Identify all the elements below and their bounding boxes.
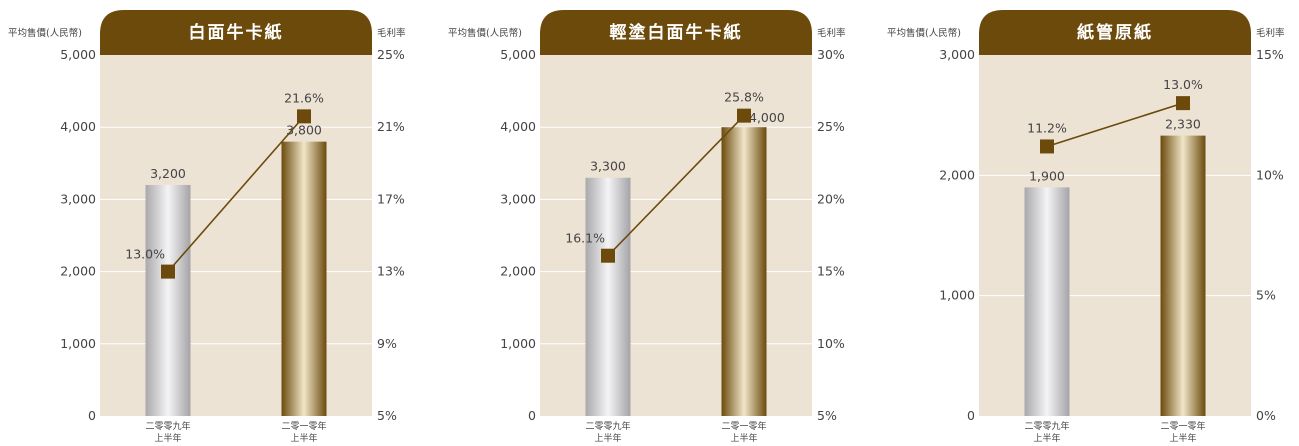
left-tick-label: 1,000 (500, 336, 536, 351)
bar-value-label: 1,900 (1029, 168, 1065, 183)
chart-title: 紙管原紙 (1077, 22, 1153, 43)
right-tick-label: 21% (377, 119, 405, 134)
bar (585, 177, 631, 416)
right-tick-label: 10% (817, 336, 845, 351)
line-value-label: 13.0% (1163, 77, 1203, 92)
bar (281, 141, 327, 416)
category-label: 二零一零年 (281, 420, 326, 432)
chart-header (979, 10, 1251, 55)
bar-value-label: 3,200 (150, 166, 186, 181)
left-tick-label: 5,000 (500, 47, 536, 62)
line-marker (161, 264, 175, 279)
left-tick-label: 0 (88, 408, 96, 423)
category-label: 二零一零年 (721, 420, 766, 432)
left-tick-label: 3,000 (60, 191, 96, 206)
chart-svg: 紙管原紙 0 1,000 2,000 3,000 0% 5% 10% 15% 平均售價(人民幣) 毛… (887, 10, 1285, 444)
right-tick-label: 5% (1256, 288, 1276, 303)
line-value-label: 13.0% (125, 247, 165, 262)
left-tick-label: 1,000 (939, 288, 975, 303)
chart-svg: 白面牛卡紙 0 1,000 2,000 3,000 4,000 5,000 5% 9% 13% 17… (8, 10, 406, 444)
category-label: 上半年 (730, 432, 757, 444)
bar (145, 184, 191, 416)
chart-panel-1: 白面牛卡紙 0 1,000 2,000 3,000 4,000 5,000 5% 9% 13% 17… (0, 0, 420, 446)
line-value-label: 25.8% (724, 90, 764, 105)
line-value-label: 11.2% (1027, 120, 1067, 135)
category-label: 上半年 (1169, 432, 1196, 444)
category-label: 上半年 (594, 432, 621, 444)
category-label: 上半年 (290, 432, 317, 444)
right-tick-label: 10% (1256, 167, 1284, 182)
left-tick-label: 4,000 (60, 119, 96, 134)
chart-panel-2: 輕塗白面牛卡紙 0 1,000 2,000 3,000 4,000 5,000 5% 10% 15… (440, 0, 860, 446)
chart-title: 白面牛卡紙 (189, 22, 284, 43)
chart-title: 輕塗白面牛卡紙 (610, 22, 743, 43)
right-axis-title: 毛利率 (1256, 27, 1285, 39)
right-axis-title: 毛利率 (377, 27, 406, 39)
left-tick-label: 1,000 (60, 336, 96, 351)
bar-value-label: 3,300 (590, 159, 626, 174)
plot-area (540, 55, 812, 416)
bar-value-label: 3,800 (286, 123, 322, 138)
right-tick-label: 15% (1256, 47, 1284, 62)
left-axis-title: 平均售價(人民幣) (887, 27, 961, 39)
left-tick-label: 0 (528, 408, 536, 423)
line-marker (1040, 139, 1054, 154)
left-tick-label: 4,000 (500, 119, 536, 134)
left-axis-title: 平均售價(人民幣) (8, 27, 82, 39)
right-tick-label: 5% (377, 408, 397, 423)
left-tick-label: 2,000 (500, 264, 536, 279)
left-tick-label: 3,000 (500, 191, 536, 206)
category-label: 二零零九年 (145, 420, 190, 432)
right-tick-label: 13% (377, 264, 405, 279)
margin-line (607, 115, 745, 257)
bar (721, 127, 767, 416)
left-axis-title: 平均售價(人民幣) (448, 27, 522, 39)
chart-header (540, 10, 812, 55)
bar-value-label: 4,000 (749, 110, 785, 125)
right-tick-label: 20% (817, 191, 845, 206)
right-axis-title: 毛利率 (817, 27, 846, 39)
plot-area (100, 55, 372, 416)
margin-line (1046, 102, 1184, 148)
right-tick-label: 5% (817, 408, 837, 423)
left-tick-label: 2,000 (60, 264, 96, 279)
category-label: 二零零九年 (1024, 420, 1069, 432)
margin-line (167, 115, 305, 273)
left-tick-label: 0 (967, 408, 975, 423)
right-tick-label: 0% (1256, 408, 1276, 423)
right-tick-label: 25% (377, 47, 405, 62)
bar (1160, 135, 1206, 416)
right-tick-label: 30% (817, 47, 845, 62)
chart-header (100, 10, 372, 55)
left-tick-label: 2,000 (939, 167, 975, 182)
right-tick-label: 15% (817, 264, 845, 279)
category-label: 上半年 (1033, 432, 1060, 444)
right-tick-label: 17% (377, 191, 405, 206)
category-label: 二零一零年 (1160, 420, 1205, 432)
line-marker (601, 248, 615, 263)
right-tick-label: 25% (817, 119, 845, 134)
line-value-label: 16.1% (565, 231, 605, 246)
bar (1024, 187, 1070, 416)
category-label: 上半年 (154, 432, 181, 444)
left-tick-label: 5,000 (60, 47, 96, 62)
chart-svg: 輕塗白面牛卡紙 0 1,000 2,000 3,000 4,000 5,000 5% 10% 15… (448, 10, 846, 444)
line-marker (1176, 96, 1190, 111)
chart-panel-3: 紙管原紙 0 1,000 2,000 3,000 0% 5% 10% 15% 平均售價(人民幣) 毛… (879, 0, 1299, 446)
left-tick-label: 3,000 (939, 47, 975, 62)
category-label: 二零零九年 (585, 420, 630, 432)
plot-area (979, 55, 1251, 416)
right-tick-label: 9% (377, 336, 397, 351)
bar-value-label: 2,330 (1165, 117, 1201, 132)
line-marker (737, 108, 751, 123)
line-value-label: 21.6% (284, 90, 324, 105)
line-marker (297, 109, 311, 124)
